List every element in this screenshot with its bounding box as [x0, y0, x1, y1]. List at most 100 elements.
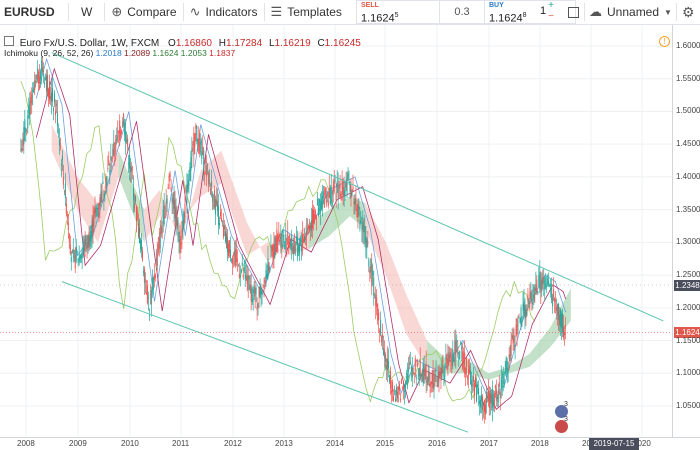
- candle-body: [102, 181, 103, 184]
- candle-body: [529, 292, 530, 299]
- candle-body: [207, 164, 208, 165]
- time-axis[interactable]: 2020201920182017201620152014201320122011…: [0, 437, 700, 450]
- candle-body: [359, 220, 360, 229]
- legend-collapse-icon[interactable]: [4, 36, 14, 46]
- candle-body: [276, 230, 277, 251]
- candle-body: [357, 203, 358, 222]
- candle-body: [64, 191, 65, 192]
- candle-body: [299, 243, 300, 255]
- candle-body: [82, 251, 83, 258]
- candle-body: [28, 105, 29, 113]
- candle-body: [168, 187, 169, 188]
- candle-body: [157, 253, 158, 266]
- alert-icon[interactable]: !: [659, 36, 670, 47]
- candle-body: [524, 305, 525, 318]
- quantity-plus-button[interactable]: +: [545, 0, 557, 11]
- candle-body: [448, 355, 449, 361]
- candle-body: [203, 150, 204, 171]
- candle-body: [296, 237, 297, 241]
- candle-body: [217, 201, 218, 210]
- candle-body: [465, 368, 466, 375]
- candle-body: [29, 101, 30, 119]
- candle-body: [24, 119, 25, 133]
- candle-body: [241, 270, 242, 271]
- candle-body: [362, 222, 363, 233]
- candle-body: [48, 89, 49, 97]
- candle-body: [93, 218, 94, 234]
- candle-body: [94, 211, 95, 227]
- candle-body: [466, 358, 467, 367]
- candle-body: [39, 77, 40, 84]
- candle-body: [477, 385, 478, 387]
- candle-body: [253, 299, 254, 302]
- sell-button[interactable]: SELL 1.16245: [357, 1, 440, 23]
- candle-body: [110, 156, 111, 160]
- candle-body: [198, 138, 199, 153]
- candle-body: [30, 97, 31, 102]
- candle-body: [441, 364, 442, 378]
- candle-body: [183, 213, 184, 226]
- templates-button[interactable]: ☰ Templates: [265, 0, 348, 24]
- candle-body: [333, 185, 334, 195]
- candle-body: [450, 361, 451, 362]
- candle-body: [490, 391, 491, 403]
- candle-body: [237, 259, 238, 262]
- layout-grid-button[interactable]: [563, 0, 584, 24]
- ichimoku-value: 1.2053: [181, 48, 209, 58]
- candle-body: [40, 71, 41, 79]
- settings-button[interactable]: ⚙: [677, 0, 700, 24]
- candle-body: [312, 209, 313, 228]
- candle-body: [413, 368, 414, 369]
- candle-body: [308, 226, 309, 228]
- candle-body: [515, 345, 516, 347]
- ichimoku-legend[interactable]: Ichimoku (9, 26, 52, 26) 1.2018 1.2089 1…: [4, 48, 235, 58]
- candle-body: [412, 367, 413, 377]
- candle-body: [503, 374, 504, 379]
- candle-body: [395, 399, 396, 402]
- candle-body: [354, 199, 355, 205]
- compare-icon: ⊕: [111, 4, 122, 20]
- candle-body: [36, 75, 37, 79]
- save-layout-button[interactable]: ☁ Unnamed ▼: [585, 0, 676, 24]
- candle-body: [106, 176, 107, 185]
- compare-button[interactable]: ⊕ Compare: [105, 0, 182, 24]
- candle-body: [502, 380, 503, 388]
- candle-body: [320, 201, 321, 213]
- candle-body: [497, 397, 498, 399]
- quantity-minus-button[interactable]: −: [545, 11, 557, 22]
- candle-body: [564, 332, 565, 335]
- candle-body: [525, 309, 526, 318]
- candle-body: [175, 200, 176, 218]
- candle-body: [165, 216, 166, 219]
- candle-body: [365, 231, 366, 249]
- candle-body: [532, 295, 533, 296]
- candle-body: [370, 259, 371, 272]
- candle-body: [85, 239, 86, 251]
- candle-body: [224, 225, 225, 229]
- time-label: 2011: [172, 439, 189, 448]
- candle-body: [491, 394, 492, 404]
- price-label: 1.4000: [676, 172, 700, 181]
- buy-label: BUY: [489, 2, 569, 10]
- candle-body: [301, 244, 302, 251]
- candle-body: [216, 200, 217, 206]
- us-event-badge[interactable]: 3: [554, 419, 569, 434]
- chart-pane[interactable]: [0, 25, 672, 437]
- indicators-button[interactable]: ∿ Indicators: [184, 0, 264, 24]
- candle-body: [191, 148, 192, 156]
- candle-body: [184, 204, 185, 217]
- candle-body: [158, 244, 159, 253]
- interval-button[interactable]: W: [69, 0, 104, 24]
- candle-body: [445, 355, 446, 359]
- candle-body: [190, 157, 191, 171]
- candle-body: [181, 229, 182, 237]
- buy-button[interactable]: BUY 1.16248: [484, 1, 573, 23]
- candle-body: [272, 244, 273, 258]
- candle-body: [76, 247, 77, 262]
- candle-body: [314, 214, 315, 223]
- candle-body: [230, 249, 231, 258]
- candle-body: [269, 268, 270, 269]
- symbol-search[interactable]: EURUSD: [0, 0, 68, 24]
- candle-body: [278, 232, 279, 238]
